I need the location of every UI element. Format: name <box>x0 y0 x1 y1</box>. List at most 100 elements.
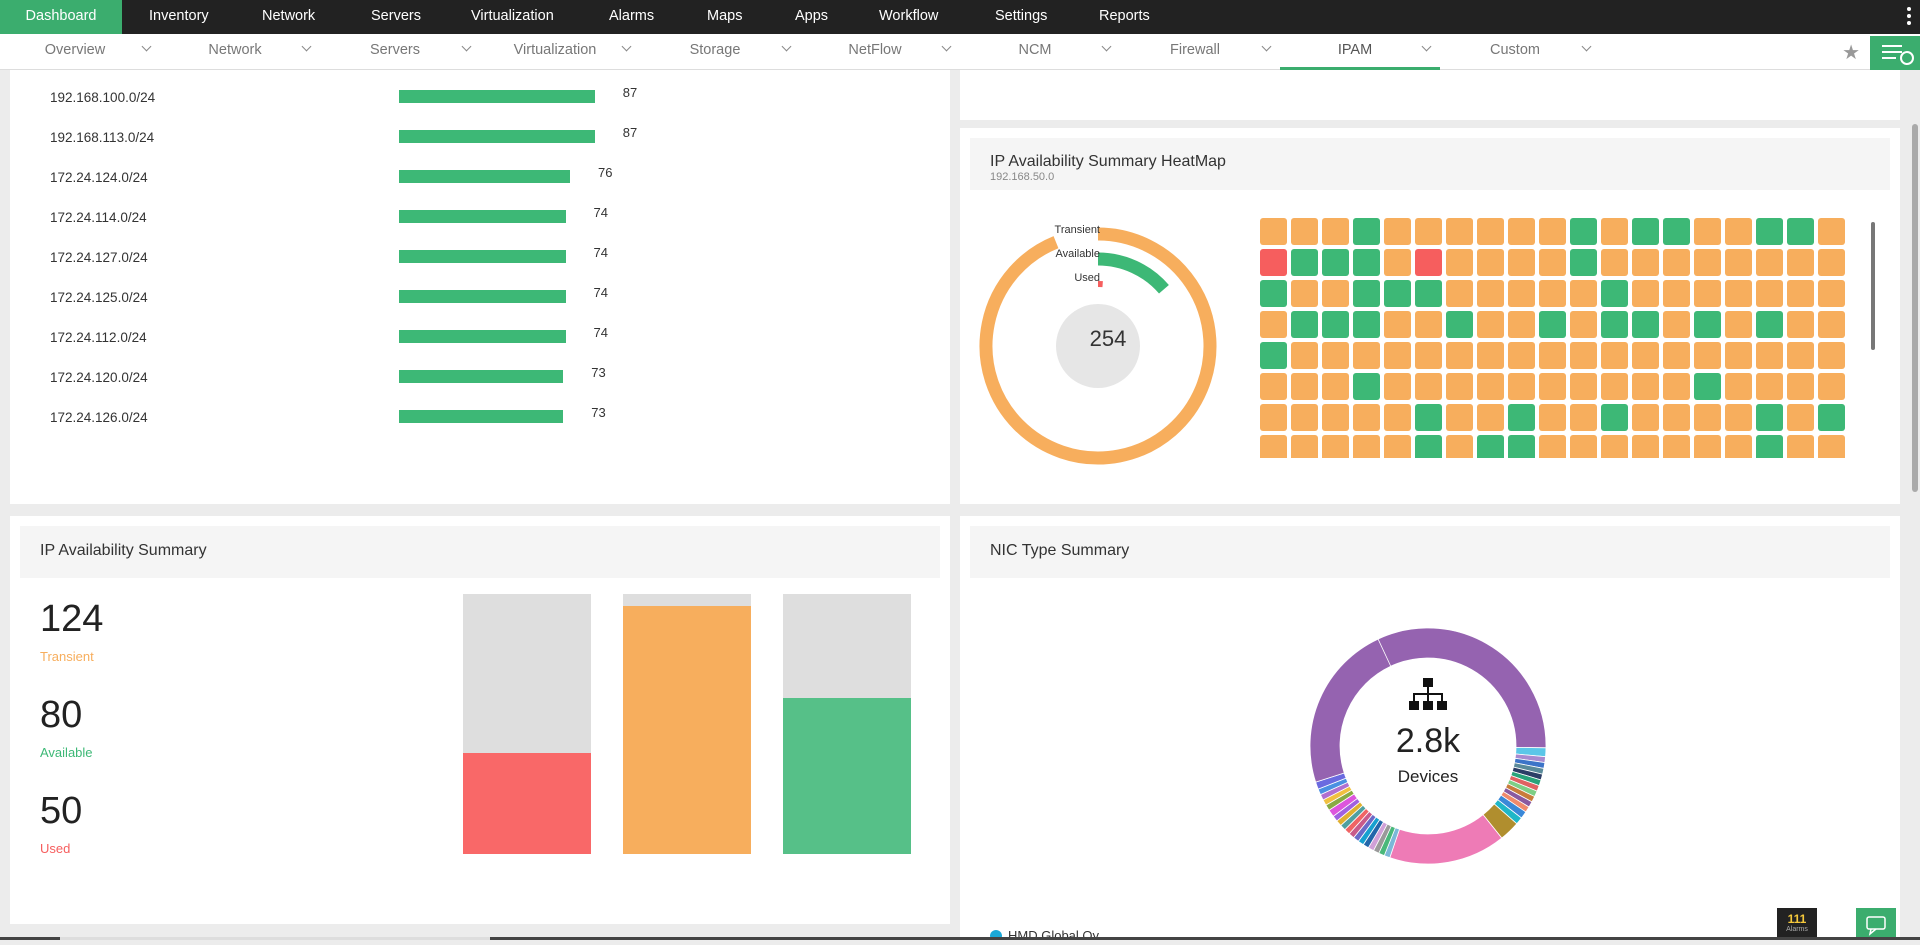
ip-cell[interactable] <box>1415 435 1442 458</box>
tab-storage[interactable]: Storage <box>640 34 800 70</box>
ip-cell[interactable] <box>1756 249 1783 276</box>
nav-reports[interactable]: Reports <box>1099 0 1150 34</box>
ip-cell[interactable] <box>1291 280 1318 307</box>
ip-cell[interactable] <box>1787 373 1814 400</box>
ip-cell[interactable] <box>1477 373 1504 400</box>
ip-cell[interactable] <box>1384 280 1411 307</box>
ip-cell[interactable] <box>1632 373 1659 400</box>
ip-cell[interactable] <box>1539 404 1566 431</box>
nav-virtualization[interactable]: Virtualization <box>471 0 554 34</box>
nav-inventory[interactable]: Inventory <box>149 0 209 34</box>
ip-cell[interactable] <box>1601 373 1628 400</box>
ip-cell[interactable] <box>1818 342 1845 369</box>
ip-cell[interactable] <box>1446 218 1473 245</box>
ip-cell[interactable] <box>1725 373 1752 400</box>
ip-cell[interactable] <box>1632 311 1659 338</box>
ip-cell[interactable] <box>1694 311 1721 338</box>
ip-cell[interactable] <box>1663 249 1690 276</box>
chat-button[interactable] <box>1856 908 1896 940</box>
ip-cell[interactable] <box>1570 435 1597 458</box>
tab-netflow[interactable]: NetFlow <box>800 34 960 70</box>
ip-cell[interactable] <box>1353 435 1380 458</box>
ip-cell[interactable] <box>1601 435 1628 458</box>
ip-cell[interactable] <box>1415 280 1442 307</box>
ip-cell[interactable] <box>1353 311 1380 338</box>
ip-cell[interactable] <box>1818 218 1845 245</box>
chevron-down-icon[interactable] <box>1582 43 1592 53</box>
favorite-star-icon[interactable]: ★ <box>1842 40 1860 65</box>
ip-cell[interactable] <box>1260 311 1287 338</box>
ip-cell[interactable] <box>1477 249 1504 276</box>
page-scrollbar[interactable] <box>1912 124 1918 492</box>
ip-cell[interactable] <box>1384 218 1411 245</box>
ip-cell[interactable] <box>1818 249 1845 276</box>
ip-cell[interactable] <box>1291 342 1318 369</box>
tab-ncm[interactable]: NCM <box>960 34 1120 70</box>
ip-cell[interactable] <box>1694 404 1721 431</box>
nav-workflow[interactable]: Workflow <box>879 0 938 34</box>
ip-cell[interactable] <box>1756 435 1783 458</box>
tab-overview[interactable]: Overview <box>0 34 160 70</box>
ip-cell[interactable] <box>1663 311 1690 338</box>
tab-servers[interactable]: Servers <box>320 34 480 70</box>
ip-cell[interactable] <box>1353 373 1380 400</box>
ip-cell[interactable] <box>1663 280 1690 307</box>
ip-cell[interactable] <box>1291 404 1318 431</box>
ip-cell[interactable] <box>1508 218 1535 245</box>
ip-cell[interactable] <box>1632 404 1659 431</box>
ip-cell[interactable] <box>1818 373 1845 400</box>
chevron-down-icon[interactable] <box>462 43 472 53</box>
ip-cell[interactable] <box>1570 311 1597 338</box>
ip-cell[interactable] <box>1446 435 1473 458</box>
ip-cell[interactable] <box>1818 311 1845 338</box>
chevron-down-icon[interactable] <box>1262 43 1272 53</box>
ip-cell[interactable] <box>1539 373 1566 400</box>
ip-cell[interactable] <box>1818 280 1845 307</box>
ip-cell[interactable] <box>1663 435 1690 458</box>
chevron-down-icon[interactable] <box>622 43 632 53</box>
ip-cell[interactable] <box>1663 342 1690 369</box>
ip-cell[interactable] <box>1477 311 1504 338</box>
ip-cell[interactable] <box>1508 342 1535 369</box>
ip-cell[interactable] <box>1694 435 1721 458</box>
ip-cell[interactable] <box>1446 373 1473 400</box>
tab-ipam[interactable]: IPAM <box>1280 34 1440 70</box>
ip-cell[interactable] <box>1291 373 1318 400</box>
ip-cell[interactable] <box>1291 249 1318 276</box>
ip-cell[interactable] <box>1353 280 1380 307</box>
ip-cell[interactable] <box>1508 280 1535 307</box>
ip-cell[interactable] <box>1756 311 1783 338</box>
ip-cell[interactable] <box>1632 249 1659 276</box>
ip-cell[interactable] <box>1663 218 1690 245</box>
ip-cell[interactable] <box>1260 218 1287 245</box>
nav-dashboard[interactable]: Dashboard <box>0 0 122 34</box>
ip-cell[interactable] <box>1632 342 1659 369</box>
ip-cell[interactable] <box>1446 404 1473 431</box>
tab-custom[interactable]: Custom <box>1440 34 1600 70</box>
ip-cell[interactable] <box>1539 218 1566 245</box>
ip-cell[interactable] <box>1415 404 1442 431</box>
ip-cell[interactable] <box>1260 404 1287 431</box>
ip-cell[interactable] <box>1570 373 1597 400</box>
ip-cell[interactable] <box>1260 373 1287 400</box>
ip-cell[interactable] <box>1322 280 1349 307</box>
ip-cell[interactable] <box>1539 342 1566 369</box>
ip-cell[interactable] <box>1725 249 1752 276</box>
ip-cell[interactable] <box>1477 404 1504 431</box>
ip-cell[interactable] <box>1787 342 1814 369</box>
ip-cell[interactable] <box>1663 404 1690 431</box>
ip-cell[interactable] <box>1260 342 1287 369</box>
nav-maps[interactable]: Maps <box>707 0 742 34</box>
ip-cell[interactable] <box>1384 435 1411 458</box>
ip-cell[interactable] <box>1291 311 1318 338</box>
ip-cell[interactable] <box>1725 435 1752 458</box>
ip-cell[interactable] <box>1322 404 1349 431</box>
ip-cell[interactable] <box>1415 373 1442 400</box>
ip-cell[interactable] <box>1756 280 1783 307</box>
tab-network[interactable]: Network <box>160 34 320 70</box>
ip-cell[interactable] <box>1663 373 1690 400</box>
ip-cell[interactable] <box>1477 280 1504 307</box>
